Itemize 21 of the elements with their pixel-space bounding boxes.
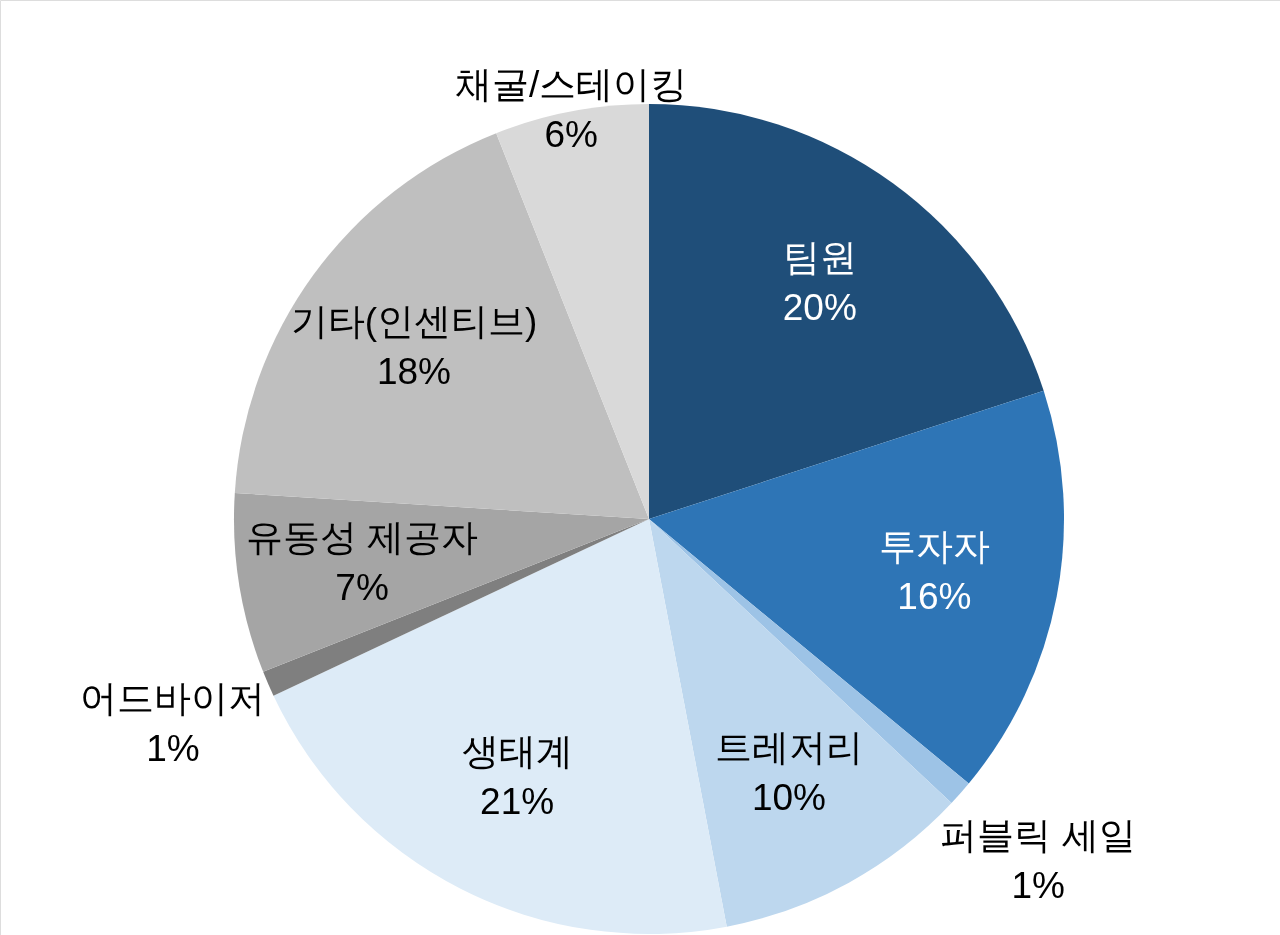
data-label: 21%	[480, 780, 555, 822]
slice-label: 유동성 제공자	[245, 517, 479, 559]
slice-label: 팀원	[782, 236, 857, 278]
slice-label: 어드바이저	[80, 678, 266, 720]
pie-slice	[649, 390, 1064, 784]
slice-label: 기타(인센티브)	[290, 301, 538, 343]
pie-slice	[649, 104, 1044, 519]
slice-label: 투자자	[878, 526, 990, 568]
slice-label: 생태계	[461, 730, 573, 772]
slice-label: 퍼블릭 세일	[940, 815, 1136, 857]
data-label: 1%	[1011, 865, 1065, 907]
slice-label: 트레저리	[714, 726, 863, 768]
slice-label: 채굴/스테이킹	[455, 64, 688, 106]
data-label: 16%	[897, 576, 972, 618]
data-label: 20%	[782, 286, 857, 328]
data-label: 6%	[544, 114, 598, 156]
data-label: 10%	[751, 776, 826, 818]
data-label: 1%	[146, 728, 200, 770]
data-label: 7%	[335, 567, 389, 609]
pie-slice	[234, 492, 649, 672]
data-label: 18%	[376, 351, 452, 393]
